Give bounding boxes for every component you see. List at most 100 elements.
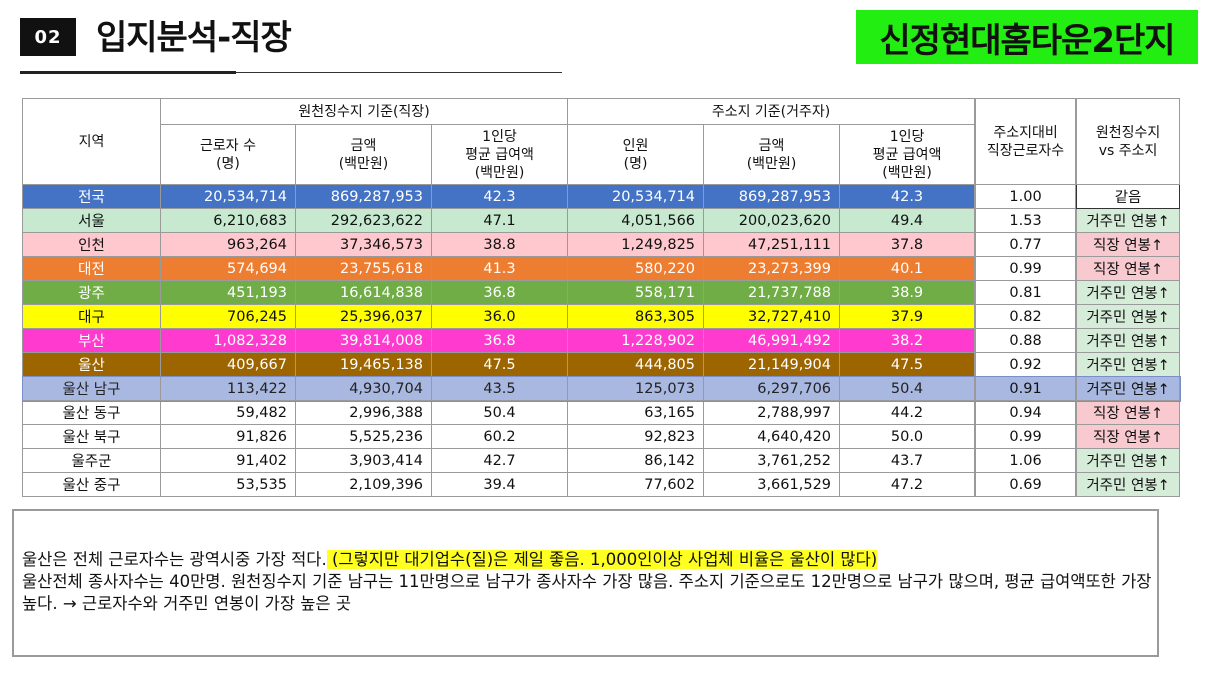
- amount2-cell: 23,273,399: [703, 256, 841, 281]
- avg2-salary-cell: 49.4: [839, 208, 976, 233]
- table-row: 부산 1,082,328 39,814,008 36.8 1,228,902 46,991…: [22, 328, 1181, 353]
- avg-salary-cell: 47.5: [430, 352, 569, 377]
- compare-cell: 직장 연봉↑: [1076, 424, 1181, 449]
- table-row: 울산 409,667 19,465,138 47.5 444,805 21,149,904…: [22, 352, 1181, 377]
- amount2-cell: 4,640,420: [703, 424, 841, 449]
- avg2-salary-cell: 42.3: [839, 184, 976, 209]
- avg2-salary-cell: 50.4: [839, 376, 976, 401]
- amount2-cell: 46,991,492: [703, 328, 841, 353]
- workers-cell: 6,210,683: [160, 208, 296, 233]
- avg2-salary-cell: 37.9: [839, 304, 976, 329]
- people-cell: 580,220: [567, 256, 705, 281]
- avg-salary-cell: 36.0: [430, 304, 569, 329]
- people-cell: 125,073: [567, 376, 705, 401]
- amount2-cell: 3,661,529: [703, 472, 841, 497]
- compare-cell: 거주민 연봉↑: [1076, 352, 1181, 377]
- workers-header: 근로자 수 (명): [160, 124, 296, 185]
- ratio-cell: 0.77: [975, 232, 1077, 257]
- avg-salary-cell: 42.7: [430, 448, 569, 473]
- avg2-salary-cell: 37.8: [839, 232, 976, 257]
- compare-cell: 직장 연봉↑: [1076, 400, 1181, 425]
- people-cell: 1,228,902: [567, 328, 705, 353]
- region-cell: 대구: [22, 304, 161, 329]
- avg-salary-cell: 39.4: [430, 472, 569, 497]
- amount-cell: 23,755,618: [295, 256, 432, 281]
- amount2-cell: 21,737,788: [703, 280, 841, 305]
- region-cell: 울산 남구: [22, 376, 161, 401]
- compare-cell: 거주민 연봉↑: [1076, 448, 1181, 473]
- amount-cell: 3,903,414: [295, 448, 432, 473]
- ratio-cell: 0.92: [975, 352, 1077, 377]
- people-cell: 1,249,825: [567, 232, 705, 257]
- people-cell: 92,823: [567, 424, 705, 449]
- avg-salary-cell: 36.8: [430, 280, 569, 305]
- avg2-salary-cell: 47.2: [839, 472, 976, 497]
- compare-cell: 거주민 연봉↑: [1076, 472, 1181, 497]
- compare-cell: 거주민 연봉↑: [1076, 376, 1181, 401]
- ratio-cell: 1.06: [975, 448, 1077, 473]
- table-row: 전국 20,534,714 869,287,953 42.3 20,534,714 869…: [22, 184, 1181, 209]
- compare-header: 원천징수지 vs 주소지: [1076, 98, 1181, 185]
- region-cell: 광주: [22, 280, 161, 305]
- region-header: 지역: [22, 98, 161, 185]
- section-number-badge: 02: [20, 18, 76, 56]
- workers-cell: 409,667: [160, 352, 296, 377]
- people-cell: 77,602: [567, 472, 705, 497]
- compare-cell: 거주민 연봉↑: [1076, 328, 1181, 353]
- table-row: 인천 963,264 37,346,573 38.8 1,249,825 47,251,1…: [22, 232, 1181, 257]
- avg-salary-header: 1인당 평균 급여액 (백만원): [430, 124, 569, 185]
- amount2-header: 금액 (백만원): [703, 124, 841, 185]
- avg-salary-cell: 60.2: [430, 424, 569, 449]
- avg2-salary-cell: 43.7: [839, 448, 976, 473]
- amount2-cell: 3,761,252: [703, 448, 841, 473]
- ratio-cell: 0.82: [975, 304, 1077, 329]
- ratio-cell: 0.99: [975, 256, 1077, 281]
- table-row: 울산 중구 53,535 2,109,396 39.4 77,602 3,661,529 4…: [22, 472, 1181, 497]
- ratio-cell: 0.99: [975, 424, 1077, 449]
- table-row: 울주군 91,402 3,903,414 42.7 86,142 3,761,252 43.…: [22, 448, 1181, 473]
- title-underline-thin: [236, 72, 562, 73]
- amount-cell: 39,814,008: [295, 328, 432, 353]
- workers-cell: 91,402: [160, 448, 296, 473]
- region-cell: 울산: [22, 352, 161, 377]
- compare-cell: 거주민 연봉↑: [1076, 304, 1181, 329]
- amount2-cell: 200,023,620: [703, 208, 841, 233]
- amount2-cell: 2,788,997: [703, 400, 841, 425]
- people-cell: 86,142: [567, 448, 705, 473]
- note-text-plain: 울산은 전체 근로자수는 광역시중 가장 적다.: [22, 550, 327, 569]
- avg-salary-cell: 43.5: [430, 376, 569, 401]
- table-row: 대전 574,694 23,755,618 41.3 580,220 23,273,399…: [22, 256, 1181, 281]
- region-cell: 울산 북구: [22, 424, 161, 449]
- workers-cell: 59,482: [160, 400, 296, 425]
- people-cell: 863,305: [567, 304, 705, 329]
- amount2-cell: 869,287,953: [703, 184, 841, 209]
- page-title: 입지분석-직장: [96, 18, 292, 58]
- ratio-cell: 0.88: [975, 328, 1077, 353]
- workers-cell: 53,535: [160, 472, 296, 497]
- source-group-header: 원천징수지 기준(직장): [159, 98, 569, 125]
- note-text-detail: 울산전체 종사자수는 40만명. 원천징수지 기준 남구는 11만명으로 남구가…: [22, 572, 1152, 613]
- people-cell: 4,051,566: [567, 208, 705, 233]
- avg2-salary-cell: 50.0: [839, 424, 976, 449]
- amount-cell: 292,623,622: [295, 208, 432, 233]
- amount-header: 금액 (백만원): [295, 124, 432, 185]
- table-row: 울산 북구 91,826 5,525,236 60.2 92,823 4,640,420 5…: [22, 424, 1181, 449]
- region-cell: 울산 중구: [22, 472, 161, 497]
- avg2-salary-cell: 38.2: [839, 328, 976, 353]
- avg-salary-cell: 38.8: [430, 232, 569, 257]
- workers-cell: 706,245: [160, 304, 296, 329]
- title-underline-thick: [20, 71, 236, 74]
- workers-cell: 451,193: [160, 280, 296, 305]
- ratio-cell: 1.53: [975, 208, 1077, 233]
- amount-cell: 869,287,953: [295, 184, 432, 209]
- avg2-salary-cell: 44.2: [839, 400, 976, 425]
- amount-cell: 25,396,037: [295, 304, 432, 329]
- avg2-salary-header: 1인당 평균 급여액 (백만원): [839, 124, 976, 185]
- region-cell: 인천: [22, 232, 161, 257]
- workers-cell: 1,082,328: [160, 328, 296, 353]
- amount-cell: 37,346,573: [295, 232, 432, 257]
- avg-salary-cell: 41.3: [430, 256, 569, 281]
- compare-cell: 직장 연봉↑: [1076, 256, 1181, 281]
- analysis-note-box: 울산은 전체 근로자수는 광역시중 가장 적다. (그렇지만 대기업수(질)은 …: [12, 509, 1159, 657]
- ratio-cell: 1.00: [975, 184, 1077, 209]
